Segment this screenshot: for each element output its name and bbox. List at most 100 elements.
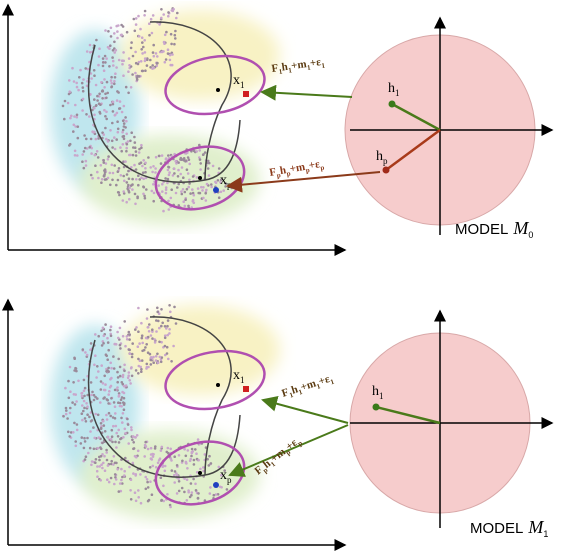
data-point (120, 468, 123, 471)
data-point (182, 188, 185, 191)
data-point (115, 446, 118, 449)
data-point (82, 98, 85, 101)
data-point (85, 113, 88, 116)
data-point (173, 172, 176, 175)
data-point (165, 192, 168, 195)
model-sub: 1 (543, 529, 548, 539)
label-sub: 1 (240, 80, 245, 90)
data-point (187, 186, 190, 189)
data-point (113, 343, 116, 346)
data-point (74, 104, 77, 107)
data-point (149, 466, 152, 469)
data-point (105, 118, 108, 121)
data-point (75, 82, 78, 85)
data-point (105, 138, 108, 141)
data-point (213, 494, 216, 497)
data-point (94, 164, 97, 167)
data-point (132, 472, 135, 475)
data-point (130, 426, 133, 429)
data-point (189, 460, 192, 463)
data-point (83, 150, 86, 153)
data-point (190, 455, 193, 458)
data-point (114, 405, 117, 408)
center-point (216, 88, 220, 92)
data-point (103, 169, 106, 172)
data-point (130, 47, 133, 50)
data-point (178, 454, 181, 457)
data-point (107, 341, 110, 344)
data-point (95, 39, 98, 42)
data-point (132, 441, 135, 444)
data-point (109, 362, 112, 365)
data-point (146, 64, 149, 67)
data-point (154, 341, 157, 344)
data-point (113, 41, 116, 44)
data-point (117, 191, 120, 194)
data-point (127, 377, 130, 380)
data-point (197, 459, 200, 462)
data-point (104, 323, 107, 326)
data-point (93, 448, 96, 451)
data-point (163, 42, 166, 45)
data-point (135, 150, 138, 153)
data-point (113, 164, 116, 167)
data-point (174, 30, 177, 33)
data-point (134, 72, 137, 75)
data-point (117, 358, 120, 361)
data-point (113, 455, 116, 458)
data-point (117, 376, 120, 379)
data-point (122, 135, 125, 138)
data-point (160, 499, 163, 502)
data-point (111, 429, 114, 432)
data-point (106, 478, 109, 481)
data-point (81, 153, 84, 156)
label-base: h (388, 81, 395, 96)
data-point (107, 464, 110, 467)
data-point (161, 465, 164, 468)
data-point (119, 107, 122, 110)
data-point (85, 138, 88, 141)
data-point (86, 50, 89, 53)
data-point (123, 320, 126, 323)
data-point (150, 18, 153, 21)
data-point (122, 51, 125, 54)
data-point (166, 493, 169, 496)
data-point (116, 371, 119, 374)
data-point (83, 134, 86, 137)
data-point (112, 110, 115, 113)
data-point (108, 412, 111, 415)
label-base: x (233, 368, 240, 383)
data-point (110, 325, 113, 328)
data-point (173, 474, 176, 477)
data-point (133, 164, 136, 167)
data-point (181, 487, 184, 490)
data-point (176, 492, 179, 495)
data-point (109, 329, 112, 332)
data-point (130, 429, 133, 432)
data-point (134, 455, 137, 458)
data-point (161, 190, 164, 193)
data-point (192, 175, 195, 178)
data-point (151, 171, 154, 174)
data-point (111, 435, 114, 438)
data-point (82, 90, 85, 93)
data-point (118, 194, 121, 197)
data-point (133, 18, 136, 21)
data-point (73, 422, 76, 425)
data-point (100, 164, 103, 167)
data-point (152, 67, 155, 70)
data-point (132, 448, 135, 451)
data-point (88, 416, 91, 419)
data-point (91, 177, 94, 180)
data-point (120, 398, 123, 401)
data-point (122, 129, 125, 132)
data-point (184, 205, 187, 208)
data-point (90, 394, 93, 397)
data-point (96, 465, 99, 468)
data-point (125, 86, 128, 89)
data-point (75, 367, 78, 370)
data-point (176, 12, 179, 15)
data-point (118, 167, 121, 170)
data-point (84, 387, 87, 390)
data-point (73, 80, 76, 83)
